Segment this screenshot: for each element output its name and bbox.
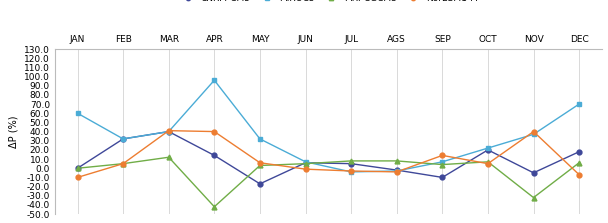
CNRM-CM5 [575, 150, 582, 153]
NorESM1-M [393, 171, 400, 173]
MIROC5 [302, 161, 309, 163]
MIROC5 [210, 79, 218, 82]
MRI-CGCM3 [256, 164, 263, 167]
NorESM1-M [438, 154, 446, 157]
MIROC5 [438, 161, 446, 163]
Y-axis label: ΔP (%): ΔP (%) [9, 115, 18, 148]
MIROC5 [74, 112, 81, 115]
NorESM1-M [210, 130, 218, 133]
CNRM-CM5 [484, 149, 491, 151]
MRI-CGCM3 [530, 196, 537, 199]
Line: NorESM1-M: NorESM1-M [75, 128, 581, 180]
MRI-CGCM3 [438, 163, 446, 166]
Line: MIROC5: MIROC5 [75, 78, 581, 174]
MRI-CGCM3 [484, 161, 491, 163]
NorESM1-M [165, 129, 172, 132]
MIROC5 [256, 138, 263, 140]
NorESM1-M [575, 173, 582, 176]
MIROC5 [393, 170, 400, 172]
MRI-CGCM3 [165, 156, 172, 159]
CNRM-CM5 [210, 154, 218, 157]
CNRM-CM5 [256, 182, 263, 185]
NorESM1-M [302, 168, 309, 171]
MRI-CGCM3 [210, 205, 218, 208]
MIROC5 [484, 147, 491, 149]
NorESM1-M [74, 176, 81, 179]
MRI-CGCM3 [347, 160, 354, 162]
CNRM-CM5 [119, 138, 126, 140]
NorESM1-M [119, 162, 126, 165]
Line: MRI-CGCM3: MRI-CGCM3 [75, 155, 581, 209]
Line: CNRM-CM5: CNRM-CM5 [75, 129, 581, 186]
NorESM1-M [530, 130, 537, 133]
CNRM-CM5 [438, 176, 446, 179]
MIROC5 [575, 103, 582, 105]
Legend: CNRM-CM5, MIROC5, MRI-CGCM3, NorESM1-M: CNRM-CM5, MIROC5, MRI-CGCM3, NorESM1-M [175, 0, 482, 7]
CNRM-CM5 [530, 171, 537, 174]
MIROC5 [165, 130, 172, 133]
NorESM1-M [347, 170, 354, 172]
MRI-CGCM3 [302, 162, 309, 165]
NorESM1-M [256, 161, 263, 164]
MIROC5 [530, 133, 537, 136]
MRI-CGCM3 [74, 167, 81, 169]
MRI-CGCM3 [119, 162, 126, 165]
MRI-CGCM3 [575, 161, 582, 164]
NorESM1-M [484, 162, 491, 165]
CNRM-CM5 [74, 167, 81, 169]
MIROC5 [119, 138, 126, 140]
CNRM-CM5 [165, 130, 172, 133]
MRI-CGCM3 [393, 160, 400, 162]
CNRM-CM5 [393, 169, 400, 171]
MIROC5 [347, 171, 354, 173]
CNRM-CM5 [347, 162, 354, 165]
CNRM-CM5 [302, 161, 309, 164]
